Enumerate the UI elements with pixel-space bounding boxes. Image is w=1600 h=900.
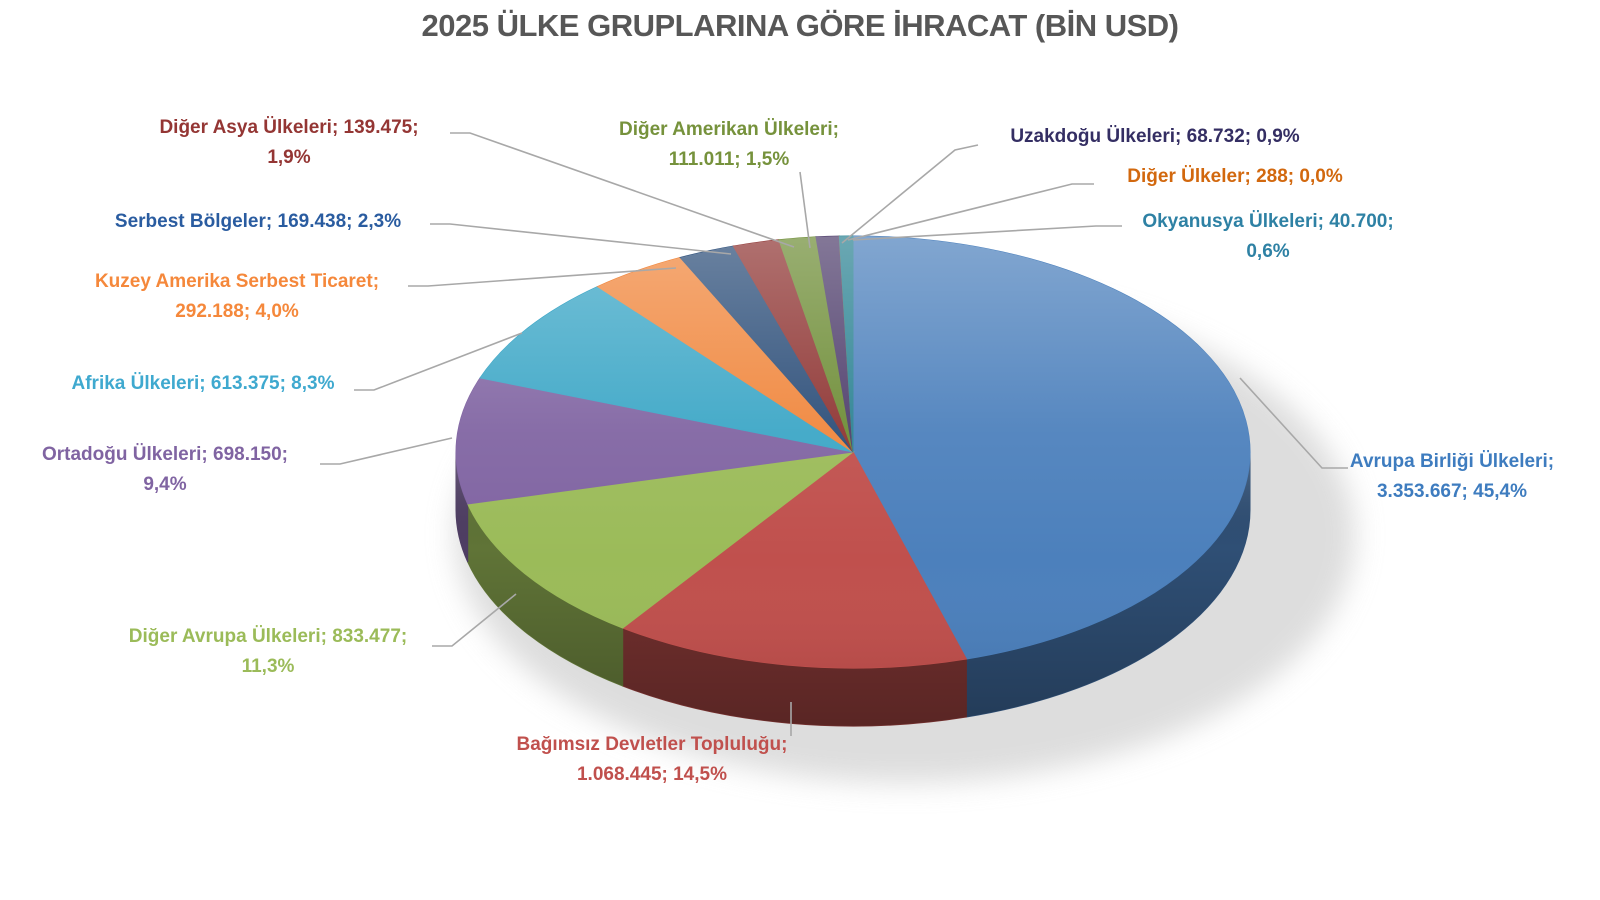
leader-line-okyanusya-ulkeleri bbox=[852, 225, 1122, 241]
leader-line-afrika-ulkeleri bbox=[354, 332, 523, 391]
pie-gloss-highlight bbox=[456, 236, 1250, 668]
leader-lines bbox=[320, 132, 1348, 736]
leader-line-ortadogu-ulkeleri bbox=[320, 437, 453, 465]
gloss-ellipse bbox=[456, 236, 1250, 668]
leader-line-avrupa-birligi-ulkeleri bbox=[1239, 377, 1348, 469]
pie-side-shading bbox=[456, 452, 1250, 726]
side-shade-band bbox=[456, 452, 1250, 726]
leader-line-kuzey-amerika-serbest-ticaret bbox=[408, 267, 677, 287]
leader-line-diger-asya-ulkeleri bbox=[450, 132, 795, 248]
leader-line-uzakdogu-ulkeleri bbox=[841, 144, 979, 244]
leader-line-diger-avrupa-ulkeleri bbox=[432, 593, 517, 647]
leader-line-serbest-bolgeler bbox=[430, 223, 732, 255]
chart-title: 2025 ÜLKE GRUPLARINA GÖRE İHRACAT (BİN U… bbox=[421, 8, 1180, 43]
leader-line-diger-amerikan-ulkeleri bbox=[799, 171, 811, 249]
leader-line-diger-ulkeler bbox=[847, 183, 1094, 241]
